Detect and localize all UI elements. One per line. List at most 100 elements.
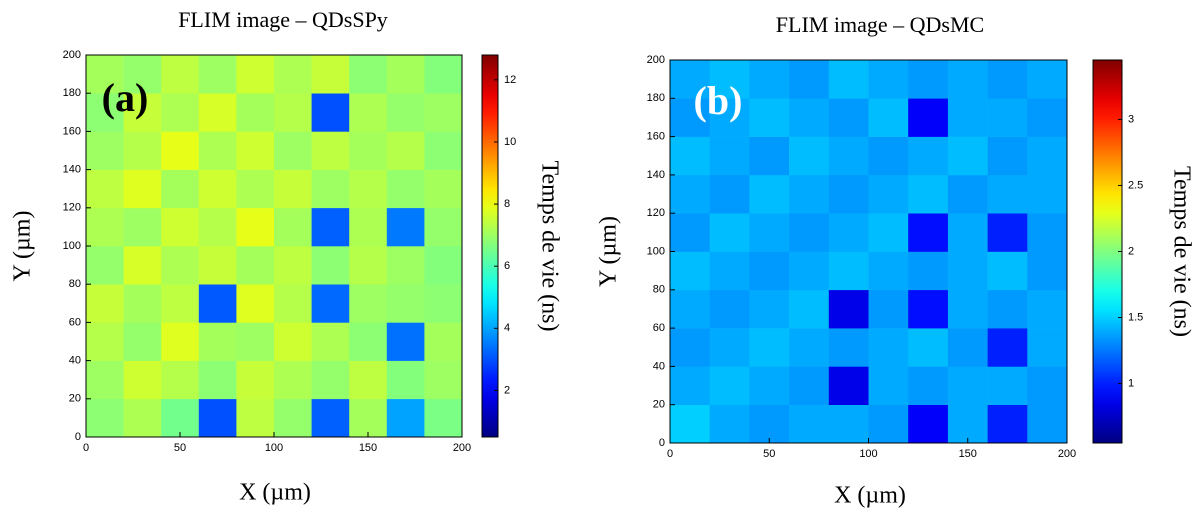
heatmap-cell bbox=[709, 174, 750, 214]
heatmap-cell bbox=[161, 55, 200, 94]
heatmap-cell bbox=[828, 251, 869, 291]
heatmap-cell bbox=[386, 93, 425, 132]
heatmap-cell bbox=[947, 213, 988, 252]
heatmap-cell bbox=[749, 213, 790, 252]
heatmap-cell bbox=[349, 93, 388, 132]
y-tick-label: 40 bbox=[69, 355, 81, 367]
heatmap-cell bbox=[161, 207, 200, 247]
heatmap-cell bbox=[868, 60, 909, 99]
heatmap-cell bbox=[789, 98, 830, 137]
colorbar-tick-label: 10 bbox=[504, 136, 516, 148]
heatmap-cell bbox=[749, 174, 790, 214]
heatmap-cell bbox=[161, 398, 200, 438]
heatmap-cell bbox=[749, 251, 790, 291]
heatmap-cell bbox=[386, 360, 425, 400]
heatmap-cell bbox=[274, 322, 312, 361]
heatmap-cell bbox=[86, 131, 124, 170]
heatmap-cell bbox=[198, 398, 237, 438]
heatmap-cell bbox=[349, 246, 388, 285]
heatmap-cell bbox=[709, 289, 750, 329]
heatmap-cell bbox=[424, 207, 463, 247]
y-tick-label: 120 bbox=[647, 207, 665, 219]
y-axis-label: Y (µm) bbox=[596, 216, 622, 287]
heatmap-cell bbox=[670, 289, 710, 329]
heatmap-cell bbox=[198, 360, 237, 400]
heatmap-cell bbox=[386, 322, 425, 361]
heatmap-cell bbox=[987, 136, 1028, 176]
y-tick-label: 120 bbox=[63, 202, 81, 214]
colorbar-tick-label: 1 bbox=[1128, 377, 1134, 389]
heatmap-cell bbox=[987, 366, 1028, 405]
heatmap-cell bbox=[198, 93, 237, 132]
colorbar bbox=[481, 54, 499, 438]
heatmap-cell bbox=[311, 207, 350, 247]
heatmap-cell bbox=[908, 136, 949, 176]
heatmap-cell bbox=[670, 328, 710, 367]
heatmap-cell bbox=[311, 169, 350, 209]
heatmap-cell bbox=[908, 366, 949, 405]
heatmap-cell bbox=[670, 60, 710, 99]
heatmap-cell bbox=[709, 60, 750, 99]
heatmap-cell bbox=[274, 360, 312, 400]
panel-label: (a) bbox=[102, 75, 149, 120]
heatmap-cell bbox=[386, 398, 425, 438]
heatmap-cell bbox=[987, 289, 1028, 329]
heatmap-cell bbox=[947, 289, 988, 329]
x-tick-label: 150 bbox=[359, 442, 377, 454]
heatmap-cell bbox=[670, 251, 710, 291]
x-tick-label: 200 bbox=[453, 442, 471, 454]
heatmap-cell bbox=[161, 131, 200, 170]
heatmap-cell bbox=[709, 98, 750, 137]
heatmap-cell bbox=[386, 246, 425, 285]
heatmap-cell bbox=[947, 328, 988, 367]
colorbar-tick-label: 8 bbox=[504, 198, 510, 210]
heatmap-cell bbox=[789, 213, 830, 252]
x-axis-label: X (µm) bbox=[239, 480, 311, 506]
x-tick-label: 150 bbox=[959, 448, 977, 460]
colorbar-tick-label: 2 bbox=[1128, 245, 1134, 257]
heatmap-cell bbox=[789, 404, 830, 444]
heatmap-cell bbox=[987, 328, 1028, 367]
heatmap-cell bbox=[670, 174, 710, 214]
heatmap-cell bbox=[386, 169, 425, 209]
x-tick-label: 0 bbox=[667, 448, 673, 460]
heatmap-cell bbox=[789, 328, 830, 367]
heatmap-cell bbox=[789, 136, 830, 176]
heatmap-cell bbox=[123, 398, 162, 438]
heatmap-cell bbox=[424, 322, 463, 361]
heatmap-cell bbox=[311, 131, 350, 170]
heatmap-cell bbox=[828, 60, 869, 99]
heatmap-cell bbox=[424, 93, 463, 132]
heatmap-cell bbox=[311, 360, 350, 400]
heatmap-cell bbox=[868, 404, 909, 444]
heatmap-cell bbox=[311, 93, 350, 132]
heatmap-cell bbox=[161, 360, 200, 400]
y-tick-label: 20 bbox=[69, 393, 81, 405]
heatmap-cell bbox=[908, 328, 949, 367]
heatmap-cell bbox=[1027, 98, 1068, 137]
heatmap-cell bbox=[86, 93, 124, 132]
heatmap-cell bbox=[749, 289, 790, 329]
heatmap-cell bbox=[349, 131, 388, 170]
heatmap-cell bbox=[236, 131, 275, 170]
heatmap-cell bbox=[349, 398, 388, 438]
heatmap-cell bbox=[86, 360, 124, 400]
heatmap-cell bbox=[236, 322, 275, 361]
heatmap-cell bbox=[198, 55, 237, 94]
heatmap-cell bbox=[908, 213, 949, 252]
heatmap-cell bbox=[86, 322, 124, 361]
heatmap-cell bbox=[349, 322, 388, 361]
x-tick-label: 50 bbox=[763, 448, 775, 460]
heatmap-cell bbox=[908, 251, 949, 291]
heatmap-cell bbox=[198, 207, 237, 247]
heatmap-cell bbox=[1027, 404, 1068, 444]
heatmap-cell bbox=[670, 366, 710, 405]
heatmap-cell bbox=[1027, 328, 1068, 367]
colorbar-tick-label: 3 bbox=[1128, 113, 1134, 125]
panel-label: (b) bbox=[694, 78, 743, 123]
heatmap-cell bbox=[123, 246, 162, 285]
heatmap-cell bbox=[123, 55, 162, 94]
heatmap-cell bbox=[789, 366, 830, 405]
heatmap-cell bbox=[908, 404, 949, 444]
